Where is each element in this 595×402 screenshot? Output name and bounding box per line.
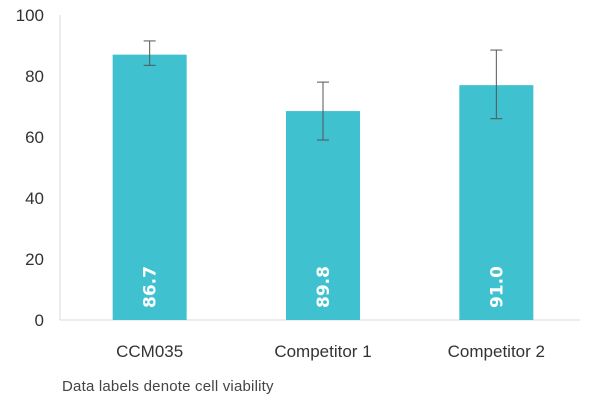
y-axis-ticks: 0 20 40 60 80 100 [16,6,44,330]
category-labels-group: CCM035 Competitor 1 Competitor 2 [116,342,545,361]
category-label: Competitor 1 [274,342,371,361]
error-bars-group [144,41,503,140]
footnote: Data labels denote cell viability [62,378,274,395]
data-label: 91.0 [487,266,507,308]
y-tick-label: 80 [25,67,44,86]
category-label: Competitor 2 [448,342,545,361]
data-labels-group: 86.7 89.8 91.0 [141,266,508,308]
data-label: 86.7 [141,266,161,308]
y-tick-label: 20 [25,250,44,269]
y-tick-label: 60 [25,128,44,147]
y-tick-label: 0 [35,311,44,330]
y-tick-label: 40 [25,189,44,208]
y-tick-label: 100 [16,6,44,25]
category-label: CCM035 [116,342,183,361]
data-label: 89.8 [314,266,334,308]
